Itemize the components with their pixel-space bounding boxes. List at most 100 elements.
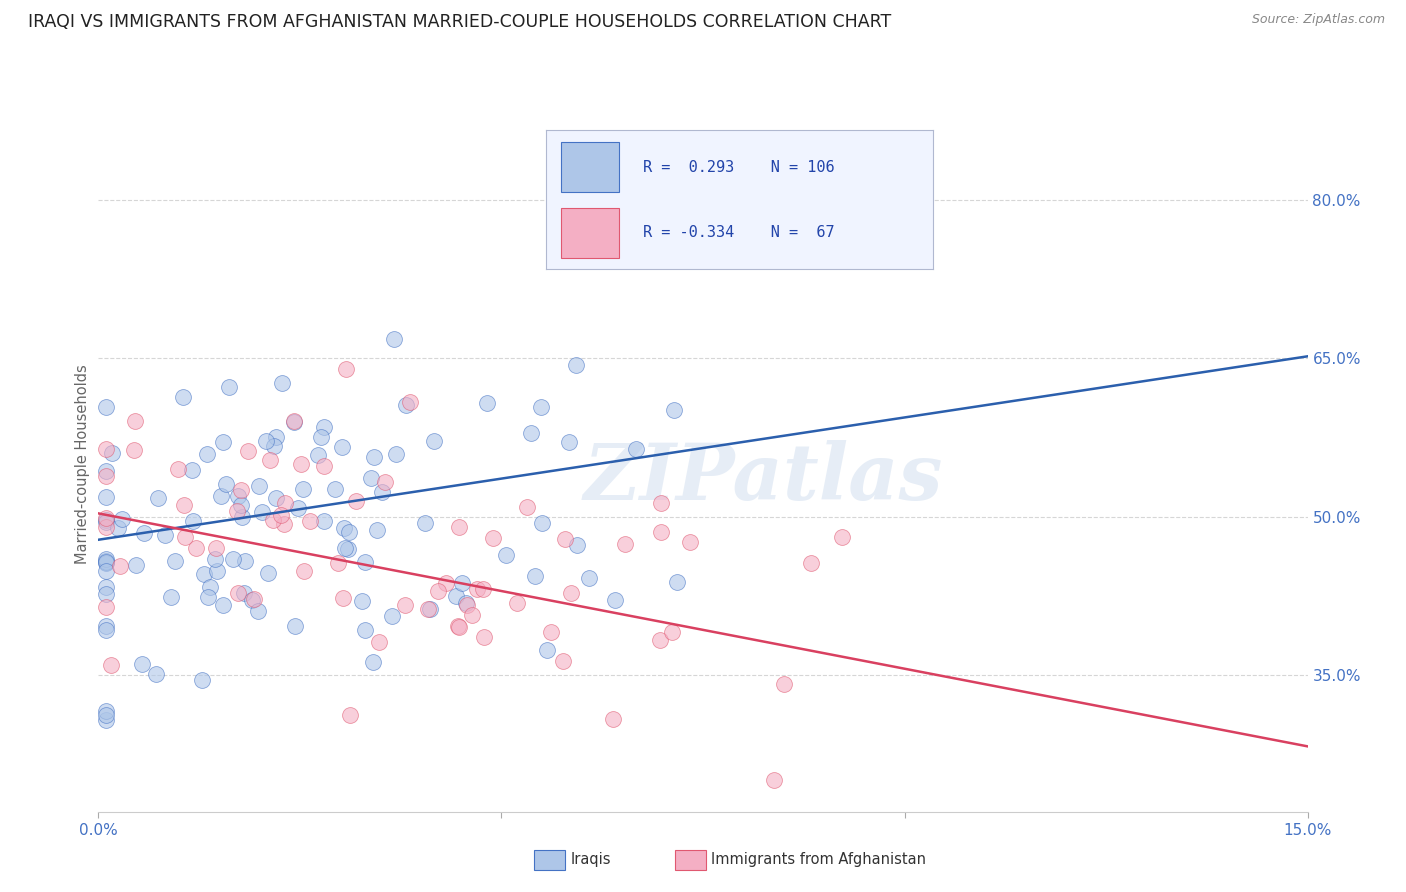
Point <box>124 413 146 427</box>
Point <box>100 657 122 672</box>
Point <box>456 598 478 612</box>
Point <box>360 471 382 485</box>
Point <box>477 395 499 409</box>
Point <box>366 524 388 538</box>
Point <box>287 501 309 516</box>
Point <box>96 565 118 579</box>
Point <box>225 503 247 517</box>
Point <box>232 585 254 599</box>
Point <box>96 442 118 457</box>
Point <box>520 425 543 440</box>
Point <box>148 491 170 505</box>
Point <box>96 515 118 529</box>
Point <box>270 376 292 390</box>
Point <box>204 552 226 566</box>
Point <box>96 556 118 570</box>
Point <box>384 332 406 346</box>
Point <box>96 554 118 568</box>
Point <box>226 586 249 600</box>
Point <box>110 559 132 574</box>
Text: Iraqis: Iraqis <box>571 853 612 867</box>
Point <box>96 708 118 723</box>
Point <box>482 531 505 545</box>
Point <box>394 598 416 612</box>
Point <box>247 604 270 618</box>
Point <box>413 516 436 530</box>
Point <box>96 490 118 504</box>
Point <box>679 535 702 549</box>
Point <box>661 624 683 639</box>
Point <box>381 609 404 624</box>
Point <box>472 582 495 596</box>
Point <box>416 602 439 616</box>
Point <box>650 524 672 539</box>
Point <box>447 520 470 534</box>
Point <box>368 635 391 649</box>
Point <box>96 580 118 594</box>
Point <box>96 551 118 566</box>
Point <box>284 619 307 633</box>
Point <box>800 556 823 570</box>
Point <box>96 587 118 601</box>
Point <box>524 569 547 583</box>
Point <box>273 516 295 531</box>
Point <box>650 496 672 510</box>
Point <box>229 483 252 497</box>
Point <box>209 489 232 503</box>
Point <box>181 514 204 528</box>
Point <box>772 676 794 690</box>
Point <box>240 593 263 607</box>
Point <box>229 498 252 512</box>
Point <box>423 434 446 448</box>
Point <box>419 601 441 615</box>
Point <box>614 536 637 550</box>
Point <box>326 556 349 570</box>
Point <box>283 414 305 428</box>
Point <box>374 475 396 489</box>
Point <box>602 712 624 726</box>
Point <box>243 591 266 606</box>
Point <box>252 505 274 519</box>
Point <box>153 528 176 542</box>
Point <box>335 541 357 555</box>
Point <box>560 585 582 599</box>
Point <box>312 420 335 434</box>
Point <box>173 498 195 512</box>
Point <box>218 380 240 394</box>
Point <box>274 495 297 509</box>
Point <box>384 447 406 461</box>
Point <box>557 434 579 449</box>
Point <box>96 623 118 637</box>
Point <box>540 625 562 640</box>
Point <box>554 532 576 546</box>
Point <box>200 580 222 594</box>
Point <box>163 554 186 568</box>
Point <box>207 565 229 579</box>
Point <box>259 453 281 467</box>
Point <box>664 403 686 417</box>
Point <box>395 398 418 412</box>
Point <box>184 541 207 555</box>
Point <box>332 521 354 535</box>
Point <box>96 401 118 415</box>
Text: Immigrants from Afghanistan: Immigrants from Afghanistan <box>711 853 927 867</box>
Point <box>426 584 449 599</box>
Point <box>332 591 354 606</box>
Point <box>531 516 554 531</box>
Point <box>96 619 118 633</box>
Point <box>831 530 853 544</box>
Text: ZIPatlas: ZIPatlas <box>583 440 943 516</box>
Point <box>454 596 477 610</box>
Point <box>160 590 183 604</box>
Point <box>292 564 315 578</box>
Text: Source: ZipAtlas.com: Source: ZipAtlas.com <box>1251 13 1385 27</box>
Point <box>292 482 315 496</box>
Y-axis label: Married-couple Households: Married-couple Households <box>75 364 90 564</box>
Point <box>624 442 647 456</box>
Point <box>339 708 361 723</box>
Point <box>564 358 586 372</box>
Point <box>222 552 245 566</box>
Point <box>107 521 129 535</box>
Point <box>167 462 190 476</box>
Point <box>211 434 233 449</box>
